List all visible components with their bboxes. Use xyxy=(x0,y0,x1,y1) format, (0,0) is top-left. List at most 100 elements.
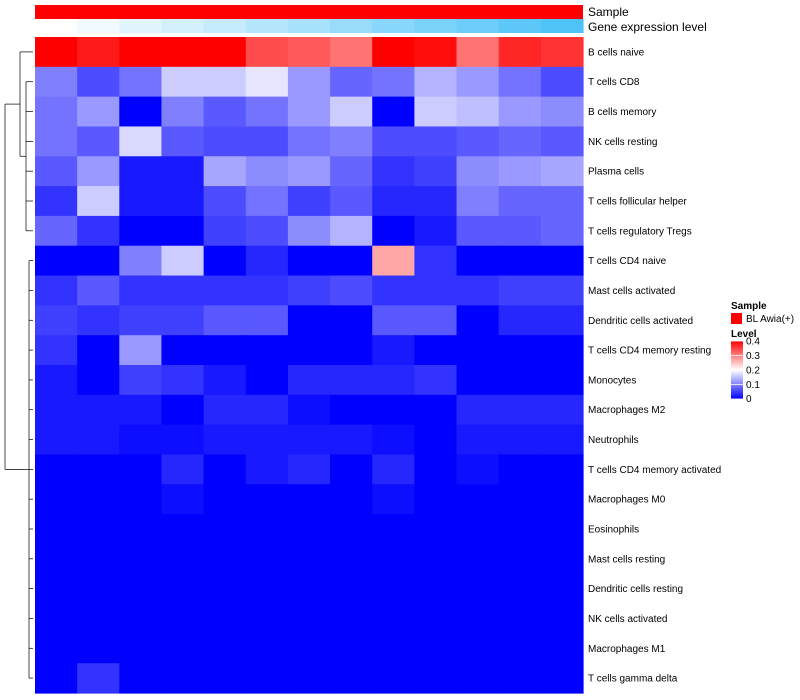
heatmap-cell xyxy=(35,543,78,575)
heatmap-cell xyxy=(77,215,120,247)
heatmap-cells xyxy=(35,37,584,694)
heatmap-cell xyxy=(287,573,331,605)
heatmap-cell xyxy=(287,126,331,157)
heatmap-cell xyxy=(77,454,120,485)
gene-expression-track-cell xyxy=(77,19,120,33)
heatmap-cell xyxy=(77,305,120,336)
heatmap-cell xyxy=(203,603,247,634)
heatmap-cell xyxy=(245,424,289,456)
heatmap-cell xyxy=(245,156,289,187)
gene-expression-track-cell xyxy=(245,19,289,33)
heatmap-cell xyxy=(287,484,331,515)
heatmap-cell xyxy=(119,514,163,545)
heatmap-cell xyxy=(203,663,247,694)
row-label: Dendritic cells resting xyxy=(588,584,683,595)
level-legend-tick-label: 0.4 xyxy=(746,337,760,348)
sample-legend-swatch xyxy=(731,313,742,324)
row-label: NK cells activated xyxy=(588,614,667,625)
heatmap-cell xyxy=(372,37,415,68)
row-label: Neutrophils xyxy=(588,435,639,446)
heatmap-cell xyxy=(245,335,289,366)
heatmap-cell xyxy=(119,215,163,247)
heatmap-cell xyxy=(498,484,542,515)
heatmap-cell xyxy=(35,365,78,396)
heatmap-cell xyxy=(372,514,415,545)
heatmap-cell xyxy=(203,335,247,366)
heatmap-cell xyxy=(203,424,247,456)
heatmap-cell xyxy=(372,156,415,187)
heatmap-cell xyxy=(119,126,163,157)
heatmap-cell xyxy=(456,245,500,277)
heatmap-cell xyxy=(498,186,542,217)
heatmap-cell xyxy=(245,573,289,605)
heatmap-cell xyxy=(330,275,373,306)
heatmap-cell xyxy=(203,543,247,575)
heatmap-cell xyxy=(330,96,373,128)
heatmap-cell xyxy=(203,156,247,187)
heatmap-cell xyxy=(372,215,415,247)
heatmap-cell xyxy=(456,66,500,98)
level-legend-tick-label: 0 xyxy=(746,394,752,405)
heatmap-cell xyxy=(330,305,373,336)
heatmap-cell xyxy=(456,543,500,575)
heatmap-cell xyxy=(119,37,163,68)
row-label: Macrophages M0 xyxy=(588,495,666,506)
heatmap-cell xyxy=(456,126,500,157)
heatmap-cell xyxy=(330,37,373,68)
heatmap-cell xyxy=(498,633,542,664)
heatmap-cell xyxy=(456,215,500,247)
heatmap-cell xyxy=(372,484,415,515)
heatmap-cell xyxy=(414,633,458,664)
heatmap-cell xyxy=(414,424,458,456)
heatmap-cell xyxy=(35,484,78,515)
heatmap-cell xyxy=(414,66,458,98)
gene-expression-track-cell xyxy=(203,19,247,33)
heatmap-cell xyxy=(456,633,500,664)
heatmap-cell xyxy=(287,514,331,545)
heatmap-cell xyxy=(287,394,331,426)
heatmap-cell xyxy=(414,126,458,157)
heatmap-cell xyxy=(330,514,373,545)
heatmap-cell xyxy=(161,37,205,68)
heatmap-cell xyxy=(456,37,500,68)
heatmap-cell xyxy=(77,633,120,664)
sample-legend-title: Sample xyxy=(731,301,767,312)
heatmap-cell xyxy=(35,454,78,485)
heatmap-cell xyxy=(77,245,120,277)
heatmap-cell xyxy=(456,186,500,217)
heatmap-cell xyxy=(203,305,247,336)
heatmap-cell xyxy=(161,126,205,157)
sample-track-bar xyxy=(35,5,583,19)
heatmap-cell xyxy=(119,156,163,187)
heatmap-cell xyxy=(498,126,542,157)
heatmap-cell xyxy=(372,186,415,217)
heatmap-cell xyxy=(414,573,458,605)
heatmap-cell xyxy=(540,37,584,68)
heatmap-cell xyxy=(161,484,205,515)
heatmap-cell xyxy=(540,394,584,426)
heatmap-cell xyxy=(330,543,373,575)
heatmap-cell xyxy=(245,454,289,485)
heatmap-cell xyxy=(287,335,331,366)
heatmap-cell xyxy=(119,454,163,485)
row-label: T cells follicular helper xyxy=(588,197,687,208)
heatmap-cell xyxy=(287,663,331,694)
heatmap-cell xyxy=(35,663,78,694)
heatmap-cell xyxy=(35,305,78,336)
heatmap-cell xyxy=(77,484,120,515)
heatmap-cell xyxy=(245,305,289,336)
heatmap-cell xyxy=(245,66,289,98)
heatmap-cell xyxy=(330,633,373,664)
row-label: NK cells resting xyxy=(588,137,657,148)
heatmap-cell xyxy=(414,215,458,247)
heatmap-cell xyxy=(456,514,500,545)
heatmap-cell xyxy=(287,275,331,306)
level-color-legend: Level 0 0.1 0.2 0.3 0.4 xyxy=(731,329,760,405)
heatmap-cell xyxy=(119,66,163,98)
heatmap-cell xyxy=(498,514,542,545)
row-label: T cells CD4 memory resting xyxy=(588,346,711,357)
heatmap-cell xyxy=(161,186,205,217)
heatmap-cell xyxy=(119,603,163,634)
heatmap-cell xyxy=(330,335,373,366)
heatmap-cell xyxy=(245,603,289,634)
